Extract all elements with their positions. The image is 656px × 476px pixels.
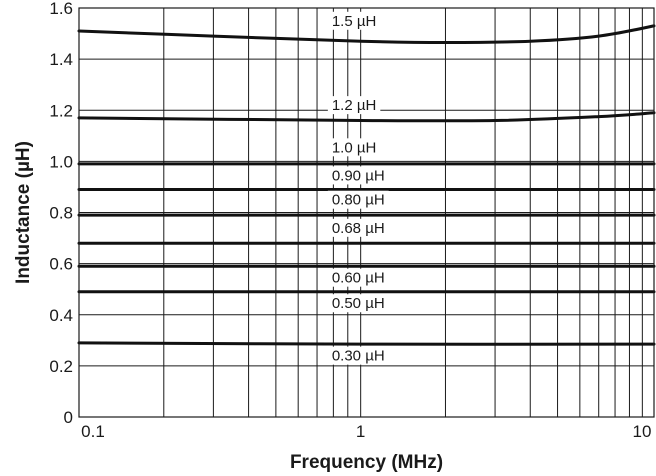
series-label-background: [327, 166, 389, 185]
series-label-background: [327, 11, 381, 30]
grid-lines: [79, 8, 654, 417]
series-label: 0.90 µH: [332, 167, 385, 184]
y-tick-label: 0.8: [49, 204, 73, 223]
series-line: [77, 111, 656, 123]
series-label-background: [327, 294, 389, 313]
series-line: [77, 341, 656, 346]
x-tick-label: 10: [633, 422, 652, 441]
series-label: 0.50 µH: [332, 295, 385, 312]
series-label-background: [327, 138, 381, 157]
series-label-background: [327, 218, 389, 237]
x-tick-label: 0.1: [81, 422, 105, 441]
series-label: 1.5 µH: [332, 13, 377, 30]
y-axis-title: Inductance (µH): [13, 141, 34, 284]
series-label: 0.80 µH: [332, 192, 385, 209]
series-curves: [77, 24, 656, 346]
series-label-background: [327, 190, 389, 209]
y-tick-label: 1.4: [49, 50, 73, 69]
series-line: [77, 24, 656, 45]
series-label-background: [327, 96, 381, 115]
y-tick-label: 0: [64, 408, 73, 427]
series-label-background: [327, 268, 389, 287]
y-tick-label: 1.2: [49, 101, 73, 120]
x-tick-label: 1: [356, 422, 365, 441]
series-label: 0.68 µH: [332, 220, 385, 237]
tick-labels: 0.1 1 10 0 0.2 0.4 0.6 0.8 1.0 1.2 1.4 1.6: [49, 0, 651, 441]
y-tick-label: 1.6: [49, 0, 73, 18]
y-tick-label: 0.2: [49, 357, 73, 376]
x-axis-title: Frequency (MHz): [290, 452, 443, 473]
series-label: 0.30 µH: [332, 348, 385, 365]
series-labels: 1.5 µH 1.2 µH 1.0 µH 0.90 µH 0.80 µH 0.68 µH 0…: [327, 11, 389, 365]
series-label: 0.60 µH: [332, 270, 385, 287]
y-tick-label: 1.0: [49, 152, 73, 171]
series-label: 1.0 µH: [332, 139, 377, 156]
y-tick-label: 0.6: [49, 255, 73, 274]
series-label: 1.2 µH: [332, 97, 377, 114]
series-label-background: [327, 346, 389, 365]
y-tick-label: 0.4: [49, 306, 73, 325]
plot-frame: [78, 7, 655, 418]
